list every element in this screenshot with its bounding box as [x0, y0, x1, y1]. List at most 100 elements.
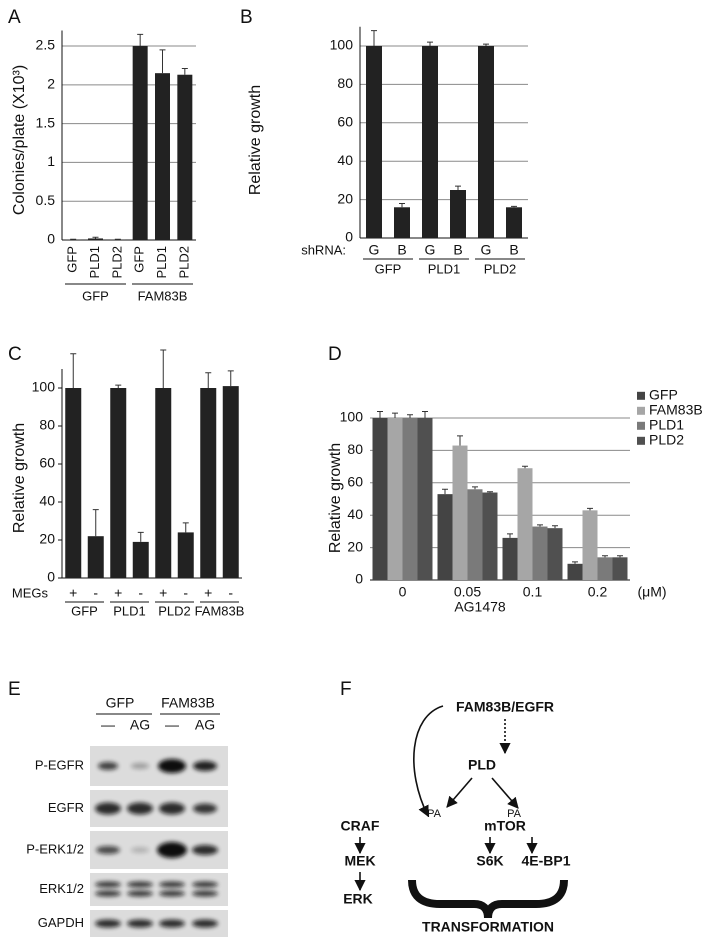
- error-bar: [371, 30, 377, 46]
- x-tick-label: +: [114, 585, 122, 601]
- y-tick-label: 80: [337, 75, 353, 91]
- panel-letter: C: [8, 344, 22, 365]
- x-tick-label: GFP: [65, 246, 80, 273]
- y-tick-label: 20: [39, 531, 55, 547]
- error-bar: [457, 435, 463, 446]
- error-bar: [137, 33, 144, 47]
- blot-group: FAM83B: [161, 695, 215, 711]
- error-bar: [159, 49, 166, 74]
- panel-letter: E: [8, 679, 21, 700]
- band: [158, 759, 186, 773]
- group-label: PLD1: [113, 603, 146, 618]
- bar: [155, 73, 170, 240]
- arrow: [446, 777, 473, 808]
- error-bar: [422, 411, 428, 418]
- lane-label: —: [165, 717, 179, 733]
- bar: [132, 46, 148, 240]
- y-tick-label: 100: [32, 379, 56, 395]
- error-bar: [487, 491, 493, 493]
- bar: [452, 445, 468, 580]
- error-bar: [617, 555, 623, 558]
- y-tick-label: 60: [337, 114, 353, 130]
- y-tick-label: 60: [39, 455, 55, 471]
- blot-rows: P-EGFR EGFR P-ERK1/2 ERK1/2 GAPDH: [26, 746, 228, 937]
- y-tick-label: 40: [39, 493, 55, 509]
- x-tick-label: +: [204, 585, 212, 601]
- y-tick-label: 40: [347, 506, 363, 522]
- legend-swatch: [637, 436, 645, 445]
- error-bar: [205, 372, 212, 388]
- group-label: FAM83B: [138, 288, 188, 303]
- node: FAM83B/EGFR: [456, 699, 554, 715]
- y-tick-label: 20: [337, 190, 353, 206]
- blot-row: [90, 873, 228, 906]
- band: [192, 845, 218, 855]
- bar: [450, 190, 466, 238]
- y-axis-label: Relative growth: [247, 85, 264, 195]
- x-tick-label: PLD2: [176, 246, 191, 279]
- error-bar: [399, 202, 405, 208]
- error-bar: [511, 205, 517, 208]
- bar: [88, 238, 103, 240]
- error-bar: [442, 488, 448, 495]
- bar: [467, 489, 483, 580]
- x-tick-label: -: [93, 585, 98, 601]
- panel-letter: F: [340, 679, 352, 700]
- node: CRAF: [341, 818, 380, 834]
- error-bar: [115, 384, 122, 388]
- row-label: EGFR: [48, 800, 84, 815]
- x-tick-label: G: [425, 242, 436, 258]
- y-tick-label: 0: [345, 229, 353, 245]
- x-tick-label: G: [481, 242, 492, 258]
- band: [157, 842, 187, 858]
- bar: [394, 207, 410, 238]
- error-bar: [537, 524, 543, 527]
- row-label: ERK1/2: [39, 881, 84, 896]
- x-tick-label: GFP: [132, 246, 147, 273]
- band: [159, 890, 185, 897]
- band: [159, 919, 185, 928]
- band: [131, 763, 149, 769]
- band: [127, 802, 153, 815]
- panel-letter: D: [328, 344, 342, 365]
- group-label: FAM83B: [195, 603, 245, 618]
- x-tick-label: -: [183, 585, 188, 601]
- y-tick-label: 20: [347, 538, 363, 554]
- legend-swatch: [637, 391, 645, 400]
- node: ERK: [343, 891, 373, 907]
- bar: [482, 492, 498, 580]
- y-tick-label: 40: [337, 152, 353, 168]
- bar: [422, 46, 438, 238]
- band: [193, 803, 217, 814]
- error-bar: [377, 411, 383, 418]
- bar: [517, 468, 533, 580]
- bar: [132, 541, 149, 578]
- bar: [582, 510, 598, 580]
- band: [131, 847, 149, 853]
- error-bar: [552, 525, 558, 529]
- row-label: MEGs: [12, 585, 49, 600]
- x-axis-label: AG1478: [454, 599, 506, 615]
- y-tick-label: 80: [347, 441, 363, 457]
- lane-label: —: [101, 717, 115, 733]
- y-tick-label: 0: [355, 571, 363, 587]
- x-tick-label: -: [228, 585, 233, 601]
- error-bar: [227, 370, 234, 387]
- row-label: shRNA:: [301, 242, 346, 257]
- bar: [177, 532, 194, 578]
- node: MEK: [344, 853, 375, 869]
- node: S6K: [476, 853, 503, 869]
- node: mTOR: [484, 818, 526, 834]
- bar: [65, 388, 82, 578]
- bar: [547, 528, 563, 580]
- bar: [402, 418, 418, 580]
- group-label: PLD2: [484, 261, 517, 276]
- y-tick-label: 100: [330, 37, 354, 53]
- x-tick-label: 0: [399, 584, 407, 600]
- arrow: [413, 705, 444, 818]
- blot-group: GFP: [106, 695, 135, 711]
- group-label: GFP: [375, 261, 402, 276]
- row-label: P-EGFR: [35, 757, 84, 772]
- brace: [408, 879, 568, 919]
